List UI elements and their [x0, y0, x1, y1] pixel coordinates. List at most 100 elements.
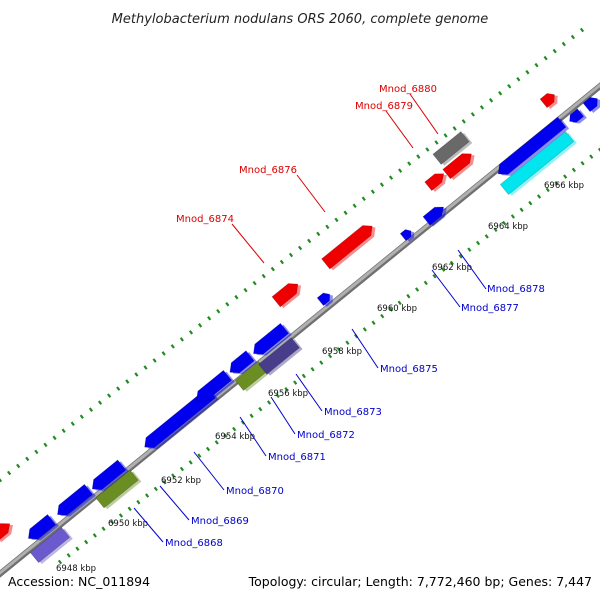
scale-labels: 6948 kbp 6950 kbp 6952 kbp 6954 kbp 6956 kbp… [56, 181, 584, 574]
inner-tick-marks [57, 147, 600, 565]
inner-tick [205, 446, 211, 452]
gene-blue-small [399, 229, 415, 242]
inner-tick [563, 174, 568, 179]
outer-tick [579, 27, 585, 33]
outer-tick [216, 308, 221, 314]
inner-tick [171, 473, 176, 478]
outer-tick [16, 463, 21, 469]
gene-label-mnod_6877: Mnod_6877 [461, 303, 519, 314]
gene-label-mnod_6880: Mnod_6880 [379, 84, 437, 95]
gene-blue [28, 514, 59, 541]
outer-tick [143, 365, 148, 370]
gene-label-mnod_6869: Mnod_6869 [191, 516, 249, 527]
outer-tick [107, 393, 112, 398]
inner-tick [232, 426, 237, 432]
outer-tick [161, 351, 166, 356]
scale-label-6964: 6964 kbp [488, 222, 528, 232]
outer-tick [261, 273, 266, 279]
gene-label-mnod_6874: Mnod_6874 [176, 214, 234, 225]
inner-tick [266, 400, 272, 405]
inner-tick [223, 433, 228, 439]
outer-tick [43, 442, 48, 448]
outer-tick [443, 133, 448, 138]
gene-red [539, 93, 558, 109]
outer-tick [552, 48, 557, 54]
outer-tick-marks [0, 27, 585, 483]
outer-tick [352, 203, 357, 209]
inner-tick [388, 307, 394, 312]
gene-darkslate [258, 337, 303, 376]
gene-gray [432, 131, 473, 166]
inner-tick [345, 340, 350, 345]
outer-tick [279, 259, 284, 265]
outer-tick [407, 161, 412, 166]
inner-tick [197, 453, 202, 458]
gene-label-mnod_6868: Mnod_6868 [165, 538, 223, 549]
inner-tick [127, 506, 132, 512]
outer-tick [152, 358, 157, 363]
outer-tick [316, 231, 321, 237]
gene-blue [57, 483, 96, 517]
inner-tick [84, 539, 89, 545]
outer-tick [61, 428, 66, 434]
outer-tick [79, 414, 84, 419]
outer-tick [252, 280, 257, 286]
gene-label-mnod_6871: Mnod_6871 [268, 452, 326, 463]
gene-blue [229, 350, 258, 375]
outer-tick [125, 379, 130, 384]
gene-red [0, 523, 13, 543]
outer-tick [561, 41, 566, 47]
outer-tick [0, 478, 3, 483]
inner-tick [101, 526, 106, 532]
outer-tick [97, 400, 103, 405]
outer-tick [270, 266, 275, 272]
outer-tick [7, 470, 12, 476]
inner-tick [249, 413, 254, 419]
inner-tick [545, 187, 550, 193]
inner-tick [110, 519, 115, 525]
gene-features [0, 93, 600, 564]
outer-tick [343, 210, 348, 216]
outer-tick [298, 245, 303, 251]
outer-tick [307, 238, 312, 244]
gene-blue [497, 116, 570, 176]
scale-label-6958: 6958 kbp [322, 347, 362, 357]
gene-blue [91, 459, 130, 491]
gene-slate [29, 526, 73, 564]
gene-blue [196, 369, 235, 403]
inner-tick [179, 466, 185, 472]
inner-tick [371, 320, 376, 326]
inner-tick [502, 220, 507, 226]
outer-tick [207, 316, 212, 321]
outer-tick [452, 126, 457, 131]
inner-tick [162, 479, 167, 485]
outer-tick [188, 330, 194, 335]
outer-tick [416, 154, 421, 159]
outer-tick [25, 456, 30, 462]
gene-olive [95, 469, 142, 510]
gene-blue [569, 108, 587, 124]
scale-label-6956: 6956 kbp [268, 389, 308, 399]
inner-tick [258, 406, 263, 412]
outer-tick [70, 421, 75, 427]
outer-tick [34, 449, 39, 455]
inner-tick [275, 393, 280, 399]
scale-label-6960: 6960 kbp [377, 304, 417, 314]
inner-tick [118, 513, 124, 518]
gene-label-mnod_6873: Mnod_6873 [324, 407, 382, 418]
outer-tick [116, 386, 121, 391]
gene-blue-small [422, 206, 447, 227]
outer-tick [170, 344, 175, 349]
inner-tick [145, 493, 150, 498]
inner-tick [406, 293, 411, 299]
gene-label-mnod_6878: Mnod_6878 [487, 284, 545, 295]
outer-tick [325, 224, 330, 230]
gene-red [271, 283, 302, 309]
outer-tick [398, 168, 403, 173]
outer-tick [370, 189, 375, 194]
outer-tick [243, 287, 248, 293]
inner-tick [136, 499, 141, 505]
gene-red [424, 173, 447, 192]
outer-tick [516, 76, 521, 82]
outer-tick [179, 337, 184, 342]
